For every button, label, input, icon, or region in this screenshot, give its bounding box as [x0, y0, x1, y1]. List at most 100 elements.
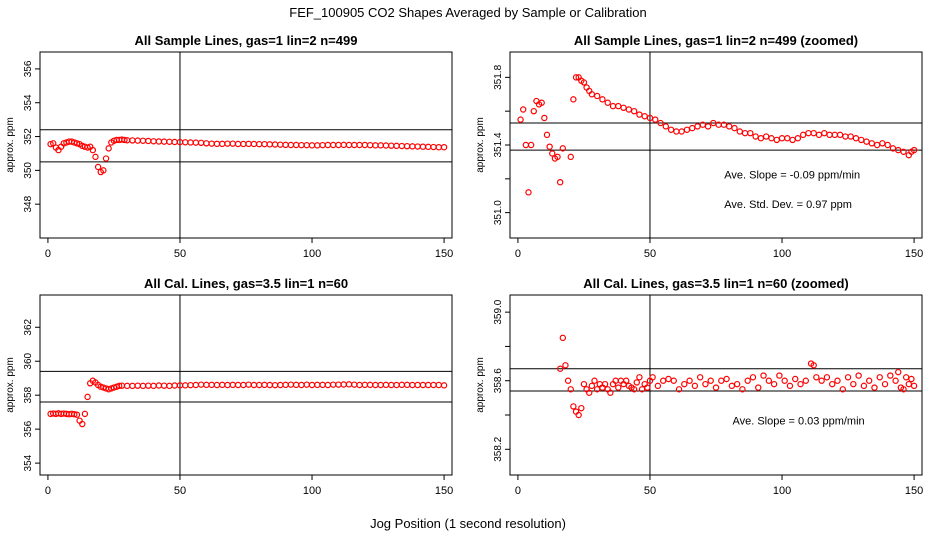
- panel-2-y-tick-label: 351.4: [493, 132, 504, 157]
- panel-1-data-point: [266, 141, 273, 148]
- panel-2-data-point: [815, 131, 823, 139]
- panel-1-x-tick-label: 150: [435, 248, 453, 260]
- panel-3-data-point: [84, 393, 91, 401]
- panel-2-data-point: [580, 79, 588, 86]
- panel-4-data-point: [755, 384, 762, 391]
- panel-2-x-tick-label: 0: [515, 248, 521, 260]
- panel-2-data-point: [842, 133, 849, 140]
- panel-2-data-point: [599, 96, 606, 103]
- panel-2-annotation: Ave. Std. Dev. = 0.97 ppm: [724, 199, 852, 211]
- panel-1-data-point: [298, 141, 305, 149]
- panel-1-data-point: [340, 141, 347, 149]
- panel-3-data-point: [393, 381, 400, 389]
- panel-1-data-point: [388, 142, 395, 149]
- panel-3-data-point: [261, 381, 268, 389]
- panel-3-data-point: [340, 381, 347, 388]
- panel-1-data-point: [139, 137, 147, 144]
- panel-4-data-point: [681, 380, 688, 388]
- panel-3-data-point: [287, 381, 295, 388]
- panel-1-data-point: [208, 140, 215, 147]
- panel-4-data-point: [781, 377, 788, 384]
- panel-2-data-point: [543, 131, 551, 139]
- panel-4-data-point: [586, 389, 593, 396]
- panel-1-data-point: [92, 153, 99, 161]
- panel-4-data-point: [829, 380, 836, 388]
- panel-4-data-point: [691, 382, 699, 390]
- panel-3-data-point: [382, 381, 390, 389]
- panel-2-data-point: [570, 96, 577, 103]
- panel-4-data-point: [770, 380, 778, 388]
- panel-1-data-point: [351, 141, 358, 149]
- panel-3-data-point: [166, 382, 173, 390]
- panel-1-data-point: [145, 137, 152, 145]
- panel-4-data-point: [876, 374, 883, 381]
- panel-4-data-point: [765, 377, 773, 384]
- panel-4-data-point: [887, 372, 894, 379]
- panel-1-plot-frame: [39, 51, 453, 239]
- panel-4-data-point: [860, 382, 868, 390]
- panel-4-data-point: [797, 380, 804, 388]
- panel-2-data-point: [572, 74, 580, 81]
- panel-1-data-point: [234, 140, 242, 148]
- panel-4-y-tick-label: 358.2: [493, 436, 504, 461]
- panel-3-data-point: [372, 381, 379, 389]
- panel-4-data-point: [881, 380, 889, 388]
- panel-3-data-point: [277, 381, 284, 389]
- panel-1-x-tick-label: 50: [174, 248, 186, 260]
- panel-2-data-point: [789, 136, 796, 144]
- panel-1-data-point: [366, 141, 374, 149]
- panel-1-data-point: [314, 142, 321, 149]
- panel-2-data-point: [910, 146, 918, 154]
- panel-1-data-point: [219, 140, 226, 148]
- panel-1-x-tick-label: 100: [303, 248, 321, 260]
- panel-3-title: All Cal. Lines, gas=3.5 lin=1 n=60: [144, 276, 348, 291]
- panel-4-data-point: [855, 372, 862, 379]
- panel-2-data-point: [546, 143, 553, 150]
- panel-4-data-point: [792, 375, 799, 383]
- panel-4-data-point: [665, 375, 672, 383]
- panel-1-data-point: [435, 143, 442, 151]
- panel-1-y-axis-label: approx. ppm: [5, 117, 16, 173]
- panel-4-annotation: Ave. Slope = 0.03 ppm/min: [732, 416, 864, 428]
- panel-1-data-point: [335, 141, 342, 149]
- panel-3-data-point: [81, 410, 89, 418]
- panel-2-data-point: [567, 153, 574, 161]
- panel-2-data-point: [527, 141, 535, 149]
- panel-1-data-point: [282, 141, 289, 149]
- panel-4-data-point: [633, 379, 640, 386]
- panel-1-data-point: [256, 140, 263, 148]
- panel-3-data-point: [123, 382, 131, 390]
- panel-2-data-point: [884, 141, 891, 149]
- panel-1-data-point: [430, 143, 437, 151]
- panel-4-data-point: [591, 377, 598, 384]
- panel-1-data-point: [182, 139, 189, 146]
- panel-2-data-point: [805, 129, 812, 137]
- panel-2-data-point: [794, 135, 802, 142]
- panel-2-data-point: [704, 123, 712, 130]
- panel-2-data-point: [694, 123, 701, 130]
- panel-2-data-point: [541, 114, 548, 122]
- panel-2-data-point: [620, 104, 627, 112]
- panel-2-x-tick-label: 50: [644, 248, 656, 260]
- panel-4-data-point: [834, 377, 841, 384]
- panel-4-x-tick-label: 100: [773, 485, 791, 497]
- panel-1-data-point: [345, 141, 353, 149]
- panel-4-data-point: [871, 384, 878, 391]
- panel-1-data-point: [155, 138, 163, 145]
- panel-4-data-point: [570, 403, 577, 410]
- panel-2-data-point: [784, 135, 791, 142]
- panel-4-data-point: [749, 374, 757, 381]
- panel-4-data-point: [636, 374, 643, 381]
- panel-1-data-point: [134, 137, 141, 144]
- panel-3-data-point: [79, 420, 86, 428]
- panel-4-x-tick-label: 150: [905, 485, 923, 497]
- panel-2-data-point: [826, 131, 833, 139]
- panel-3-data-point: [187, 381, 194, 389]
- panel-3-data-point: [356, 381, 363, 389]
- panel-3-data-point: [298, 381, 305, 389]
- panel-3-data-point: [440, 382, 448, 389]
- panel-4-data-point: [905, 380, 912, 388]
- panel-1-data-point: [94, 163, 102, 171]
- panel-1-data-point: [361, 141, 369, 149]
- panel-4-data-point: [686, 377, 693, 384]
